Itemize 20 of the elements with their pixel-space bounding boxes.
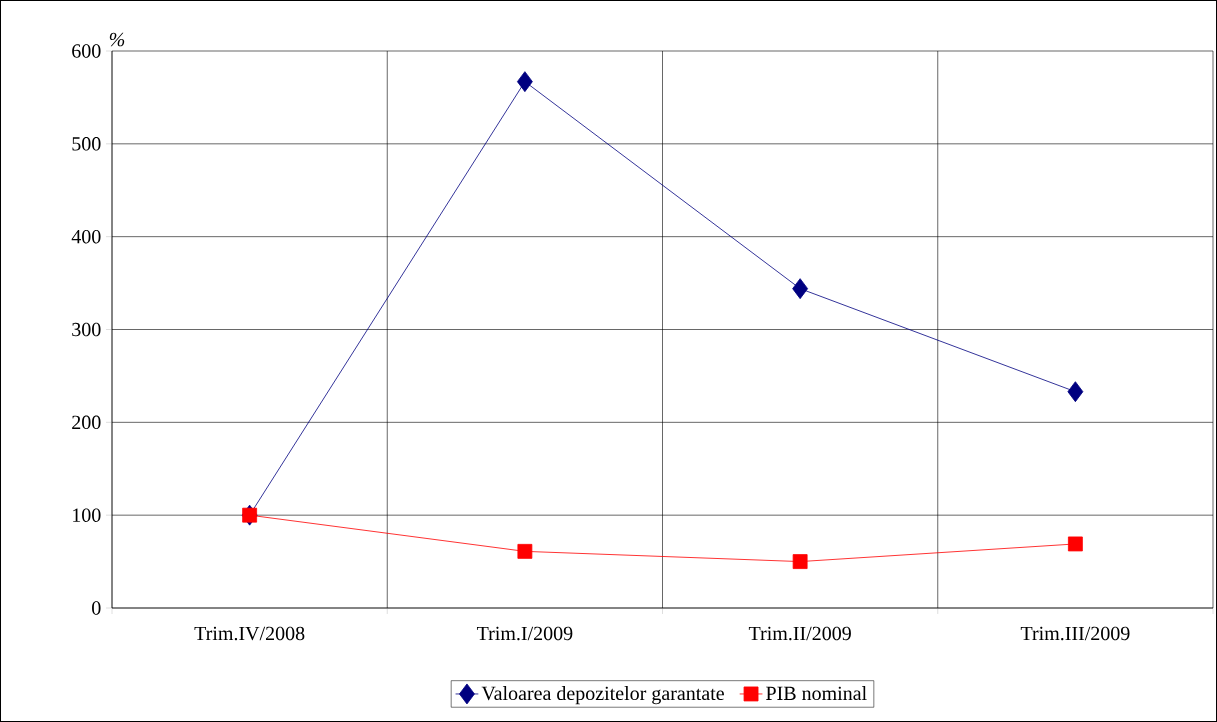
legend-label: Valoarea depozitelor garantate <box>481 686 724 705</box>
legend-label: PIB nominal <box>766 686 867 701</box>
point <box>1067 381 1084 403</box>
x-tick-label: Trim.III/2009 <box>1020 626 1130 641</box>
y-tick-label: 300 <box>72 322 101 337</box>
x-tick-label: Trim.I/2009 <box>476 626 573 641</box>
y-tick-label: 200 <box>72 415 101 430</box>
x-tick-label: Trim.II/2009 <box>748 626 851 641</box>
y-tick-label: 100 <box>73 508 101 522</box>
point <box>792 278 809 300</box>
point <box>792 554 808 569</box>
y-tick-label: 500 <box>72 137 101 151</box>
y-axis-title: % <box>109 32 125 47</box>
x-tick-label: Trim.IV/2008 <box>194 626 305 641</box>
point <box>1067 536 1083 552</box>
point <box>517 543 533 559</box>
y-tick-label: 600 <box>72 44 101 58</box>
point <box>516 71 533 93</box>
y-tick-label: 0 <box>92 601 101 615</box>
y-tick-label: 400 <box>71 229 101 244</box>
